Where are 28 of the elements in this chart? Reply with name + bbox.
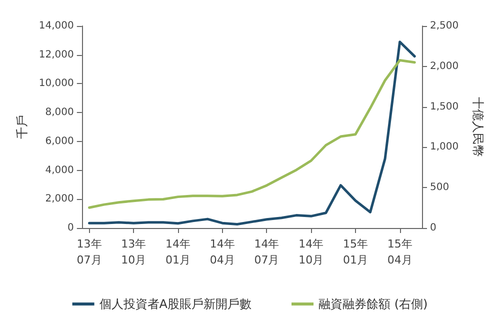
y-tick-label: 4,000 bbox=[45, 164, 74, 176]
y-tick-label: 10,000 bbox=[38, 78, 74, 90]
y-tick-label: 8,000 bbox=[45, 107, 74, 118]
legend-label: 個人投資者A股賬戶新開戶數 bbox=[99, 297, 252, 311]
y-tick-label: 14,000 bbox=[38, 20, 74, 32]
legend-label: 融資融券餘額 (右側) bbox=[318, 297, 428, 311]
y2-tick-label: 1,000 bbox=[430, 142, 459, 153]
y-tick-label: 6,000 bbox=[45, 136, 74, 147]
line-series bbox=[88, 59, 416, 209]
y2-axis-title: 十億人民幣 bbox=[471, 97, 485, 157]
x-tick-label: 13年 10月 bbox=[121, 238, 146, 266]
y2-tick-label: 2,000 bbox=[430, 60, 459, 72]
x-tick-label: 14年 07月 bbox=[254, 238, 280, 266]
y2-tick-label: 1,500 bbox=[430, 101, 459, 112]
y-tick-label: 0 bbox=[68, 222, 74, 234]
y-tick-label: 2,000 bbox=[45, 194, 74, 205]
x-tick-label: 14年 04月 bbox=[210, 238, 235, 266]
line-series bbox=[88, 40, 416, 226]
y2-tick-label: 0 bbox=[430, 222, 436, 234]
y2-tick-label: 2,500 bbox=[430, 20, 459, 32]
x-tick-label: 15年 01月 bbox=[342, 238, 368, 266]
x-tick-label: 13年 07月 bbox=[76, 238, 102, 266]
x-tick-label: 14年 01月 bbox=[166, 238, 191, 266]
x-tick-label: 14年 10月 bbox=[298, 238, 324, 266]
y-tick-label: 12,000 bbox=[38, 49, 74, 60]
y-axis-title: 千戶 bbox=[15, 115, 29, 139]
y2-tick-label: 500 bbox=[430, 182, 450, 194]
x-tick-label: 15年 04月 bbox=[387, 238, 412, 266]
